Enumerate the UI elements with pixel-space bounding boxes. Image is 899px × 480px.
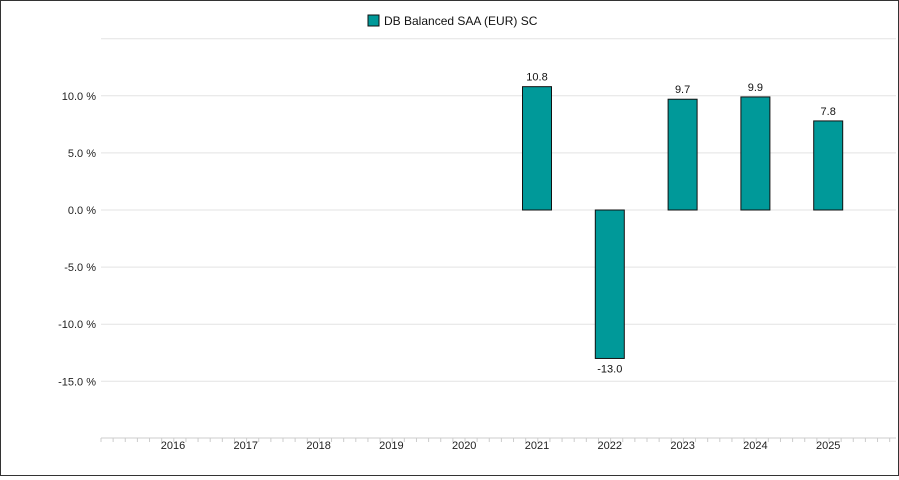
data-label-2022: -13.0 [597,363,622,375]
y-tick-label: -10.0 % [58,319,96,331]
legend-swatch [367,14,380,27]
bar-2022[interactable] [594,209,625,359]
data-label-2024: 9.9 [748,82,763,94]
x-tick-label: 2024 [743,440,767,452]
bar-2024[interactable] [740,96,771,211]
x-tick-label: 2019 [379,440,403,452]
x-tick-label: 2022 [598,440,622,452]
legend-label: DB Balanced SAA (EUR) SC [384,14,538,28]
bar-series [522,86,844,359]
data-label-2021: 10.8 [526,72,547,84]
x-tick-label: 2020 [452,440,476,452]
x-axis: 2016 2017 2018 2019 2020 2021 2022 2023 2024 2025 [100,437,896,452]
gridlines [101,38,896,382]
bar-2025[interactable] [813,120,844,211]
bar-2023[interactable] [667,98,698,211]
y-tick-label: -15.0 % [58,376,96,388]
x-tick-label: 2017 [234,440,258,452]
x-tick-label: 2018 [306,440,330,452]
x-tick-label: 2016 [161,440,185,452]
data-label-2023: 9.7 [675,84,690,96]
data-labels: 10.8 -13.0 9.7 9.9 7.8 [526,72,836,376]
y-tick-label: 0.0 % [68,205,96,217]
data-label-2025: 7.8 [821,106,836,118]
y-axis: 10.0 % 5.0 % 0.0 % -5.0 % -10.0 % -15.0 % [58,91,96,388]
y-tick-label: 5.0 % [68,148,96,160]
legend[interactable]: DB Balanced SAA (EUR) SC [367,14,538,28]
x-tick-label: 2021 [525,440,549,452]
bar-2021[interactable] [522,86,552,211]
y-tick-label: -5.0 % [64,262,96,274]
x-tick-label: 2023 [670,440,694,452]
x-tick-label: 2025 [816,440,840,452]
y-tick-label: 10.0 % [62,91,96,103]
